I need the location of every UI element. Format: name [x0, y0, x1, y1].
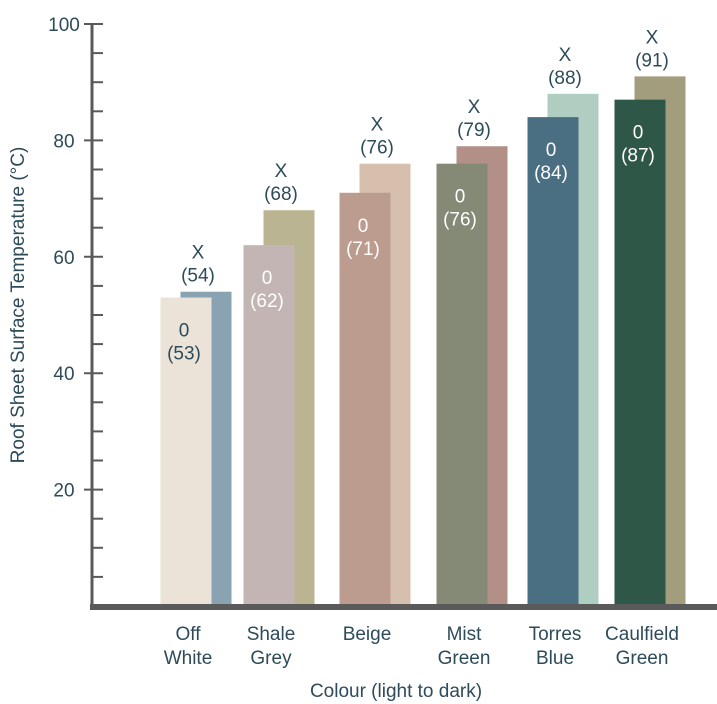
axes-layer: 20 40 60 80 100	[48, 15, 717, 610]
value-label-0-5: (87)	[621, 146, 655, 167]
value-label-x-0: (54)	[181, 266, 215, 287]
bar-0-4	[527, 117, 579, 607]
marker-x-2: X	[371, 115, 384, 136]
category-label-0-1: White	[164, 648, 213, 669]
category-label-0-0: Off	[176, 624, 202, 645]
value-label-x-3: (79)	[457, 120, 491, 141]
value-label-0-3: (76)	[443, 210, 477, 231]
value-label-0-4: (84)	[534, 163, 568, 184]
value-label-x-1: (68)	[264, 184, 298, 205]
marker-0-1: 0	[262, 268, 273, 289]
category-label-5-1: Green	[616, 648, 669, 669]
bar-0-0	[160, 297, 212, 606]
marker-0-5: 0	[633, 123, 644, 144]
value-label-x-2: (76)	[360, 138, 394, 159]
x-axis-line	[90, 604, 717, 610]
y-axis-label: Roof Sheet Surface Temperature (°C)	[8, 147, 29, 464]
value-label-0-2: (71)	[346, 239, 380, 260]
x-axis-label: Colour (light to dark)	[310, 681, 482, 702]
category-label-2-0: Beige	[343, 624, 392, 645]
category-label-1-1: Grey	[250, 648, 292, 669]
value-label-x-5: (91)	[635, 50, 669, 71]
value-label-0-0: (53)	[167, 344, 201, 365]
value-label-0-1: (62)	[250, 291, 284, 312]
y-tick-label: 40	[53, 364, 74, 385]
marker-x-3: X	[468, 97, 481, 118]
marker-x-0: X	[192, 243, 205, 264]
y-tick-label: 20	[53, 481, 74, 502]
y-tick-label: 80	[53, 131, 74, 152]
marker-x-5: X	[646, 27, 659, 48]
marker-x-1: X	[275, 161, 288, 182]
labels-layer: X(54)0(53)OffWhiteX(68)0(62)ShaleGreyX(7…	[164, 27, 679, 669]
marker-0-3: 0	[455, 187, 466, 208]
y-tick-label: 100	[48, 15, 80, 36]
category-label-3-0: Mist	[447, 624, 483, 645]
category-label-5-0: Caulfield	[605, 624, 679, 645]
bar-0-1	[243, 245, 295, 606]
bar-0-5	[614, 99, 666, 606]
marker-0-4: 0	[546, 140, 557, 161]
category-label-4-1: Blue	[536, 648, 574, 669]
category-label-4-0: Torres	[529, 624, 582, 645]
category-label-1-0: Shale	[247, 624, 296, 645]
bar-0-3	[436, 163, 488, 606]
marker-0-0: 0	[179, 321, 190, 342]
marker-x-4: X	[559, 45, 572, 66]
marker-0-2: 0	[358, 216, 369, 237]
category-label-3-1: Green	[438, 648, 491, 669]
y-tick-label: 60	[53, 248, 74, 269]
bar-0-2	[339, 192, 391, 606]
value-label-x-4: (88)	[548, 68, 582, 89]
bars-layer	[160, 76, 686, 607]
